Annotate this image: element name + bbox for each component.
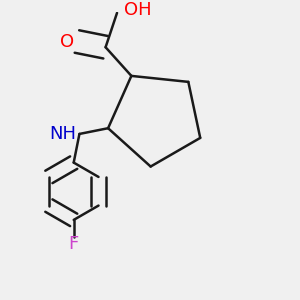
Text: NH: NH — [50, 125, 76, 143]
Text: OH: OH — [124, 1, 152, 19]
Text: F: F — [69, 235, 79, 253]
Text: O: O — [60, 32, 74, 50]
